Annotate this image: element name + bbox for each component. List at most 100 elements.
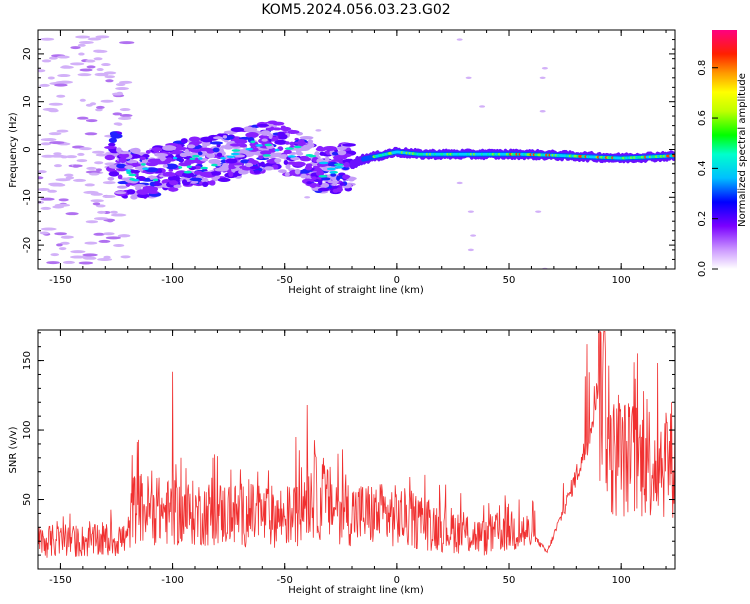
spectral-blob (165, 163, 178, 170)
spectral-blob (209, 180, 216, 186)
x-tick-label: -50 (277, 275, 293, 286)
x-tick-label: 100 (612, 575, 631, 586)
spectral-blob (294, 168, 301, 175)
spectral-blob (289, 129, 294, 134)
spectral-blob (283, 149, 292, 155)
noise-blob (70, 46, 81, 50)
bottom-x-axis-label: Height of straight line (km) (288, 585, 424, 596)
spectral-blob (202, 181, 209, 187)
noise-blob (48, 56, 58, 60)
noise-blob (47, 189, 58, 193)
spectral-blob (110, 133, 123, 139)
spectral-blob (189, 177, 203, 182)
spectral-blob (347, 176, 356, 182)
spectral-blob (289, 141, 295, 146)
spectral-highlight (129, 178, 136, 181)
noise-blob (92, 150, 105, 154)
noise-blob (111, 92, 124, 96)
spectral-blob (243, 126, 254, 132)
spectral-blob (309, 182, 317, 188)
spectral-blob (133, 183, 146, 188)
noise-blob (92, 202, 101, 206)
noise-blob (112, 112, 123, 116)
noise-blob (53, 164, 62, 168)
noise-blob (53, 152, 62, 156)
x-tick-label: 50 (503, 275, 516, 286)
noise-blob (304, 196, 311, 199)
spectral-blob (175, 178, 182, 182)
noise-blob (95, 168, 102, 172)
noise-blob (63, 173, 74, 177)
noise-blob (103, 71, 117, 75)
colorbar-tick-label: 0.4 (697, 160, 708, 176)
spectral-blob (208, 158, 221, 165)
noise-blob (117, 234, 131, 238)
bottom-y-axis-label: SNR (v/v) (8, 426, 19, 473)
spectral-highlight (140, 163, 146, 166)
noise-blob (65, 155, 78, 159)
noise-blob (46, 138, 56, 142)
spectral-blob (188, 136, 201, 142)
noise-blob (70, 250, 86, 254)
noise-blob (110, 213, 127, 217)
noise-blob (40, 206, 52, 210)
spectral-blob (298, 139, 305, 144)
noise-blob (72, 164, 80, 168)
y-tick-label: -10 (22, 189, 33, 205)
noise-blob (95, 204, 106, 208)
spectral-blob (318, 180, 323, 186)
spectral-blob (210, 171, 222, 176)
noise-blob (119, 41, 135, 45)
noise-blob (65, 176, 75, 180)
spectral-blob (116, 163, 127, 169)
noise-blob (456, 181, 463, 185)
spectral-blob (200, 177, 209, 183)
noise-blob (38, 187, 50, 191)
y-tick-label: -20 (22, 237, 33, 253)
spectral-blob (197, 151, 203, 156)
noise-blob (83, 190, 99, 194)
colorbar-label: Normalized spectral amplitude (737, 73, 748, 227)
noise-blob (86, 65, 96, 69)
spectral-blob (268, 133, 273, 139)
spectral-blob (296, 151, 304, 156)
noise-blob (541, 67, 548, 70)
noise-blob (38, 69, 46, 73)
top-x-ticks: -150 -100 -50 0 50 100 (37, 30, 667, 286)
spectral-blob (238, 169, 249, 175)
spectral-highlight (178, 166, 183, 169)
noise-blob (94, 73, 109, 77)
colorbar-tick-label: 0.2 (697, 211, 708, 227)
colorbar-tick-label: 0.6 (697, 110, 708, 126)
spectral-blob (209, 141, 224, 145)
spectral-highlight (126, 171, 132, 174)
spectral-blob (284, 172, 290, 177)
spectral-blob (104, 154, 116, 161)
snr-frame (37, 329, 676, 570)
noise-blob (40, 197, 55, 201)
spectral-blob (199, 147, 212, 152)
noise-blob (78, 147, 92, 151)
spectral-highlight (226, 155, 236, 159)
spectral-blob (212, 147, 220, 153)
spectral-blob (292, 161, 306, 167)
spectral-blob (153, 186, 158, 192)
spectral-blob (139, 166, 144, 172)
spectral-blob (230, 127, 245, 133)
x-tick-label: 0 (394, 275, 400, 286)
noise-blob (102, 232, 115, 236)
spectral-blob (179, 152, 188, 158)
spectral-highlight (318, 175, 328, 178)
noise-blob (57, 55, 70, 59)
spectral-blob (228, 171, 234, 178)
noise-blob (77, 152, 85, 156)
spectral-blob (240, 159, 250, 164)
y-tick-label: 10 (22, 95, 33, 108)
band-core (672, 154, 675, 158)
spectral-blob (311, 176, 317, 180)
y-tick-label: 50 (22, 493, 33, 506)
noise-blob (54, 232, 67, 236)
noise-blob (78, 261, 94, 265)
noise-blob (465, 76, 472, 80)
